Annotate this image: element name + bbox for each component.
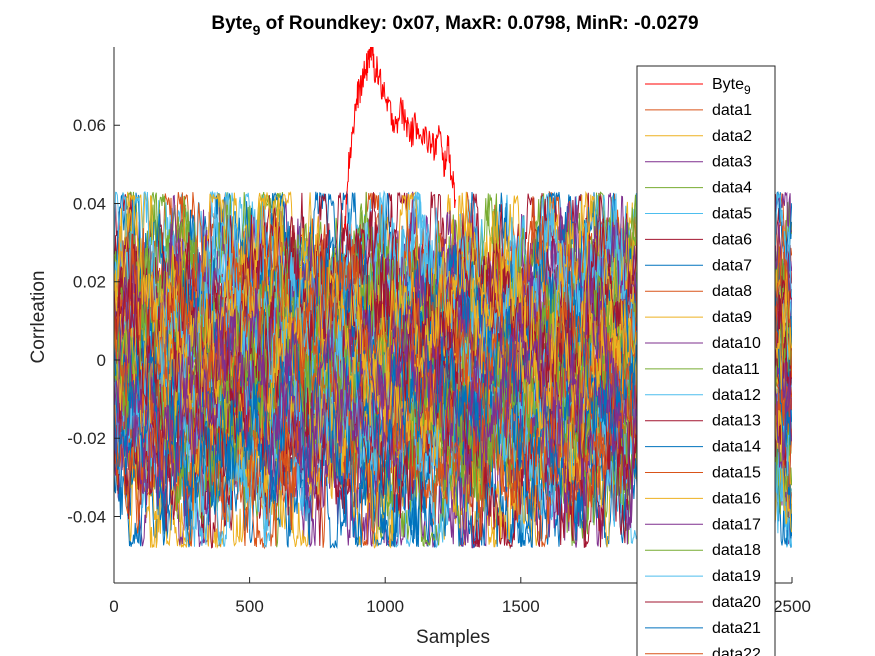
- legend-label: data5: [712, 206, 752, 223]
- x-tick-label: 500: [235, 597, 263, 616]
- legend-label: data6: [712, 231, 752, 248]
- legend-label: data12: [712, 387, 761, 404]
- chart-title-prefix: Byte: [211, 13, 252, 34]
- y-tick-label: -0.04: [67, 507, 106, 526]
- byte9-series-line: [344, 47, 457, 230]
- y-tick-label: 0.02: [73, 273, 106, 292]
- x-tick-label: 0: [109, 597, 118, 616]
- chart-title-suffix: of Roundkey: 0x07, MaxR: 0.0798, MinR: -…: [260, 13, 698, 34]
- legend-label: data3: [712, 154, 752, 171]
- legend-label: data7: [712, 257, 752, 274]
- legend-label: data20: [712, 594, 761, 611]
- legend-label: data17: [712, 516, 761, 533]
- legend-label: data22: [712, 646, 761, 656]
- legend-label: data19: [712, 568, 761, 585]
- legend-label: data1: [712, 102, 752, 119]
- legend-label: data9: [712, 309, 752, 326]
- legend-label: data15: [712, 465, 761, 482]
- x-tick-label: 1500: [502, 597, 540, 616]
- legend-label: data13: [712, 413, 761, 430]
- legend-label: data14: [712, 439, 761, 456]
- chart-title: Byte9 of Roundkey: 0x07, MaxR: 0.0798, M…: [211, 13, 698, 38]
- legend-label: data4: [712, 180, 752, 197]
- legend[interactable]: Byte9 data1 data2 data3 data4 data5 data6 data7…: [636, 65, 776, 656]
- y-tick-label: 0.04: [73, 194, 106, 213]
- legend-label: data21: [712, 620, 761, 637]
- x-axis-label: Samples: [416, 627, 490, 648]
- legend-label: data11: [712, 361, 760, 378]
- x-tick-label: 1000: [366, 597, 404, 616]
- y-tick-label: -0.02: [67, 429, 106, 448]
- legend-label: data2: [712, 128, 752, 145]
- legend-label: Byte9: [712, 76, 751, 97]
- x-tick-label: 2500: [773, 597, 811, 616]
- chart-title-subscript: 9: [253, 22, 261, 38]
- legend-label: data10: [712, 335, 761, 352]
- y-axis-label: Corrleation: [28, 271, 49, 364]
- legend-label: data8: [712, 283, 752, 300]
- legend-label: data18: [712, 542, 761, 559]
- y-tick-label: 0: [97, 351, 106, 370]
- legend-box: [636, 65, 776, 656]
- y-tick-label: 0.06: [73, 116, 106, 135]
- legend-label: data16: [712, 490, 761, 507]
